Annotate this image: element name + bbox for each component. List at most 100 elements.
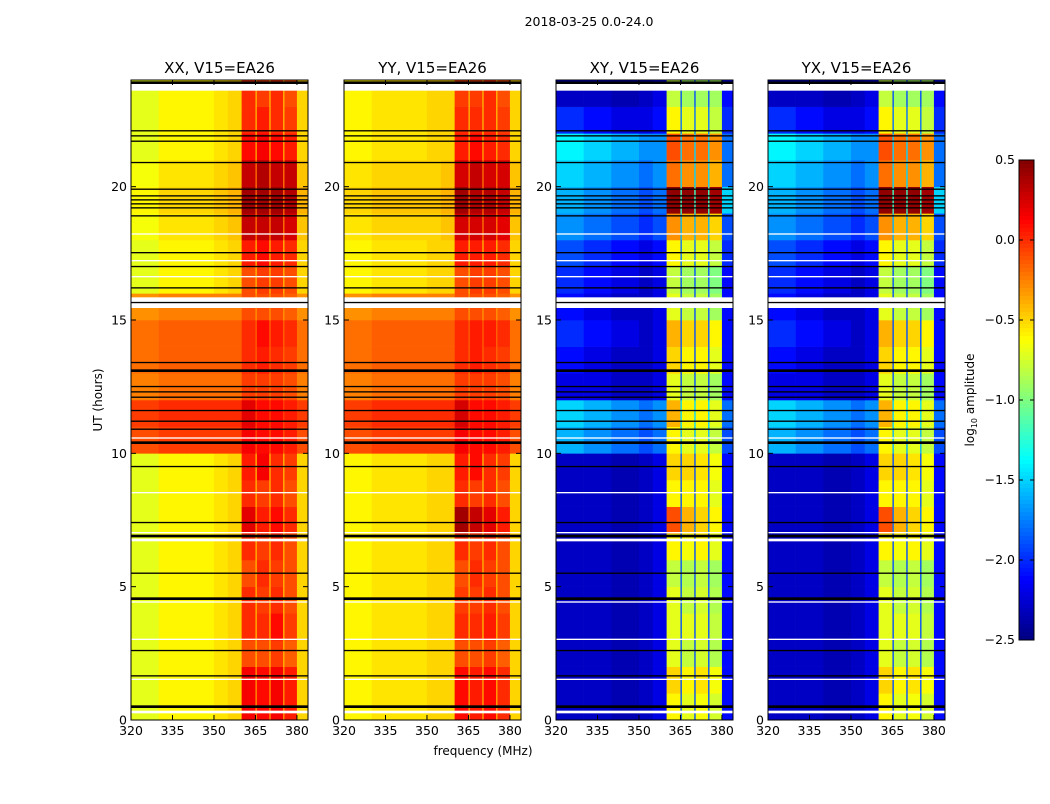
heatmap-cell — [468, 506, 471, 534]
flagged-row — [768, 252, 945, 254]
heatmap-cell — [611, 346, 640, 374]
heatmap-cell — [158, 240, 187, 267]
heatmap-cell — [469, 346, 483, 374]
heatmap-cell — [284, 266, 298, 294]
heatmap-cell — [344, 213, 372, 241]
colorbar-segment — [1019, 244, 1034, 249]
heatmap-cell — [652, 586, 667, 614]
flagged-row — [344, 140, 521, 142]
x-tick-label: 320 — [119, 723, 143, 738]
flagged-row — [131, 532, 308, 534]
heatmap-cell — [695, 506, 709, 534]
flagged-row — [131, 265, 308, 268]
heatmap-cell — [344, 320, 372, 347]
heatmap-cell — [638, 640, 654, 667]
heatmap-cell — [666, 213, 681, 241]
heatmap-cell — [255, 240, 258, 267]
flagged-row — [768, 465, 945, 468]
heatmap-cell — [906, 213, 908, 241]
heatmap-cell — [269, 320, 271, 347]
heatmap-cell — [556, 160, 584, 187]
heatmap-cell — [652, 213, 667, 241]
heatmap-cell — [721, 506, 734, 534]
heatmap-cell — [241, 506, 256, 534]
heatmap-cell — [509, 506, 522, 534]
panel-title: XY, V15=EA26 — [590, 59, 700, 77]
y-tick-label: 15 — [324, 313, 340, 328]
colorbar-segment — [1019, 528, 1034, 533]
flagged-row — [768, 538, 945, 542]
heatmap-cell — [864, 320, 879, 347]
heatmap-cell — [426, 640, 442, 667]
heatmap-cell — [921, 480, 935, 507]
heatmap-cell — [283, 533, 285, 561]
colorbar-segment — [1019, 376, 1034, 381]
heatmap-cell — [241, 320, 256, 347]
heatmap-cell — [921, 266, 935, 294]
heatmap-cell — [709, 640, 723, 667]
flagged-row — [768, 207, 945, 209]
heatmap-cell — [920, 426, 922, 454]
heatmap-cell — [454, 160, 469, 187]
flagged-row — [131, 710, 308, 714]
heatmap-cell — [768, 160, 796, 187]
heatmap-cell — [344, 480, 372, 507]
heatmap-cell — [496, 533, 498, 561]
heatmap-cell — [426, 426, 442, 454]
heatmap-cell — [241, 426, 256, 454]
heatmap-cell — [509, 400, 522, 427]
panel-xy: XY, V15=EA26 320 335 350 365 380 0 5 10 15 20 — [536, 59, 734, 738]
heatmap-cell — [399, 160, 428, 187]
y-tick-label: 20 — [536, 179, 552, 194]
colorbar-segment — [1019, 288, 1034, 293]
heatmap-cell — [482, 506, 484, 534]
heatmap-cell — [893, 640, 907, 667]
heatmap-cell — [496, 213, 498, 241]
heatmap-cell — [496, 80, 498, 107]
heatmap-cell — [768, 506, 796, 534]
heatmap-cell — [823, 400, 852, 427]
heatmap-cell — [497, 613, 511, 641]
heatmap-cell — [131, 133, 159, 161]
colorbar-segment — [1019, 516, 1034, 521]
heatmap-cell — [440, 106, 455, 134]
colorbar-segment — [1019, 364, 1034, 369]
flagged-row — [344, 203, 521, 205]
flagged-row — [131, 597, 308, 600]
heatmap-cell — [893, 133, 907, 161]
heatmap-cell — [638, 426, 654, 454]
colorbar-segment — [1019, 532, 1034, 537]
heatmap-cell — [269, 346, 271, 374]
heatmap-cell — [482, 400, 484, 427]
heatmap-cell — [270, 586, 284, 614]
heatmap-cell — [823, 480, 852, 507]
heatmap-cell — [666, 106, 681, 134]
heatmap-cell — [681, 160, 695, 187]
heatmap-cell — [695, 106, 709, 134]
heatmap-cell — [907, 213, 921, 241]
heatmap-cell — [284, 640, 298, 667]
heatmap-cell — [213, 266, 229, 294]
heatmap-cell — [695, 480, 709, 507]
heatmap-cell — [893, 426, 907, 454]
y-tick-label: 10 — [748, 446, 764, 461]
colorbar-segment — [1019, 332, 1034, 337]
heatmap-cell — [694, 586, 696, 614]
flagged-row — [344, 705, 521, 708]
heatmap-cell — [227, 533, 242, 561]
heatmap-cell — [892, 346, 895, 374]
heatmap-cell — [509, 480, 522, 507]
flagged-row — [344, 233, 521, 235]
heatmap-cell — [399, 400, 428, 427]
y-tick-label: 0 — [756, 713, 764, 728]
heatmap-cell — [652, 160, 667, 187]
heatmap-cell — [583, 320, 612, 347]
flagged-row — [768, 534, 945, 538]
colorbar-label: log10 amplitude — [963, 354, 979, 447]
colorbar-segment — [1019, 632, 1034, 637]
heatmap-cell — [509, 533, 522, 561]
heatmap-cell — [694, 320, 696, 347]
heatmap-cell — [611, 266, 640, 294]
heatmap-cell — [638, 586, 654, 614]
heatmap-cell — [583, 266, 612, 294]
